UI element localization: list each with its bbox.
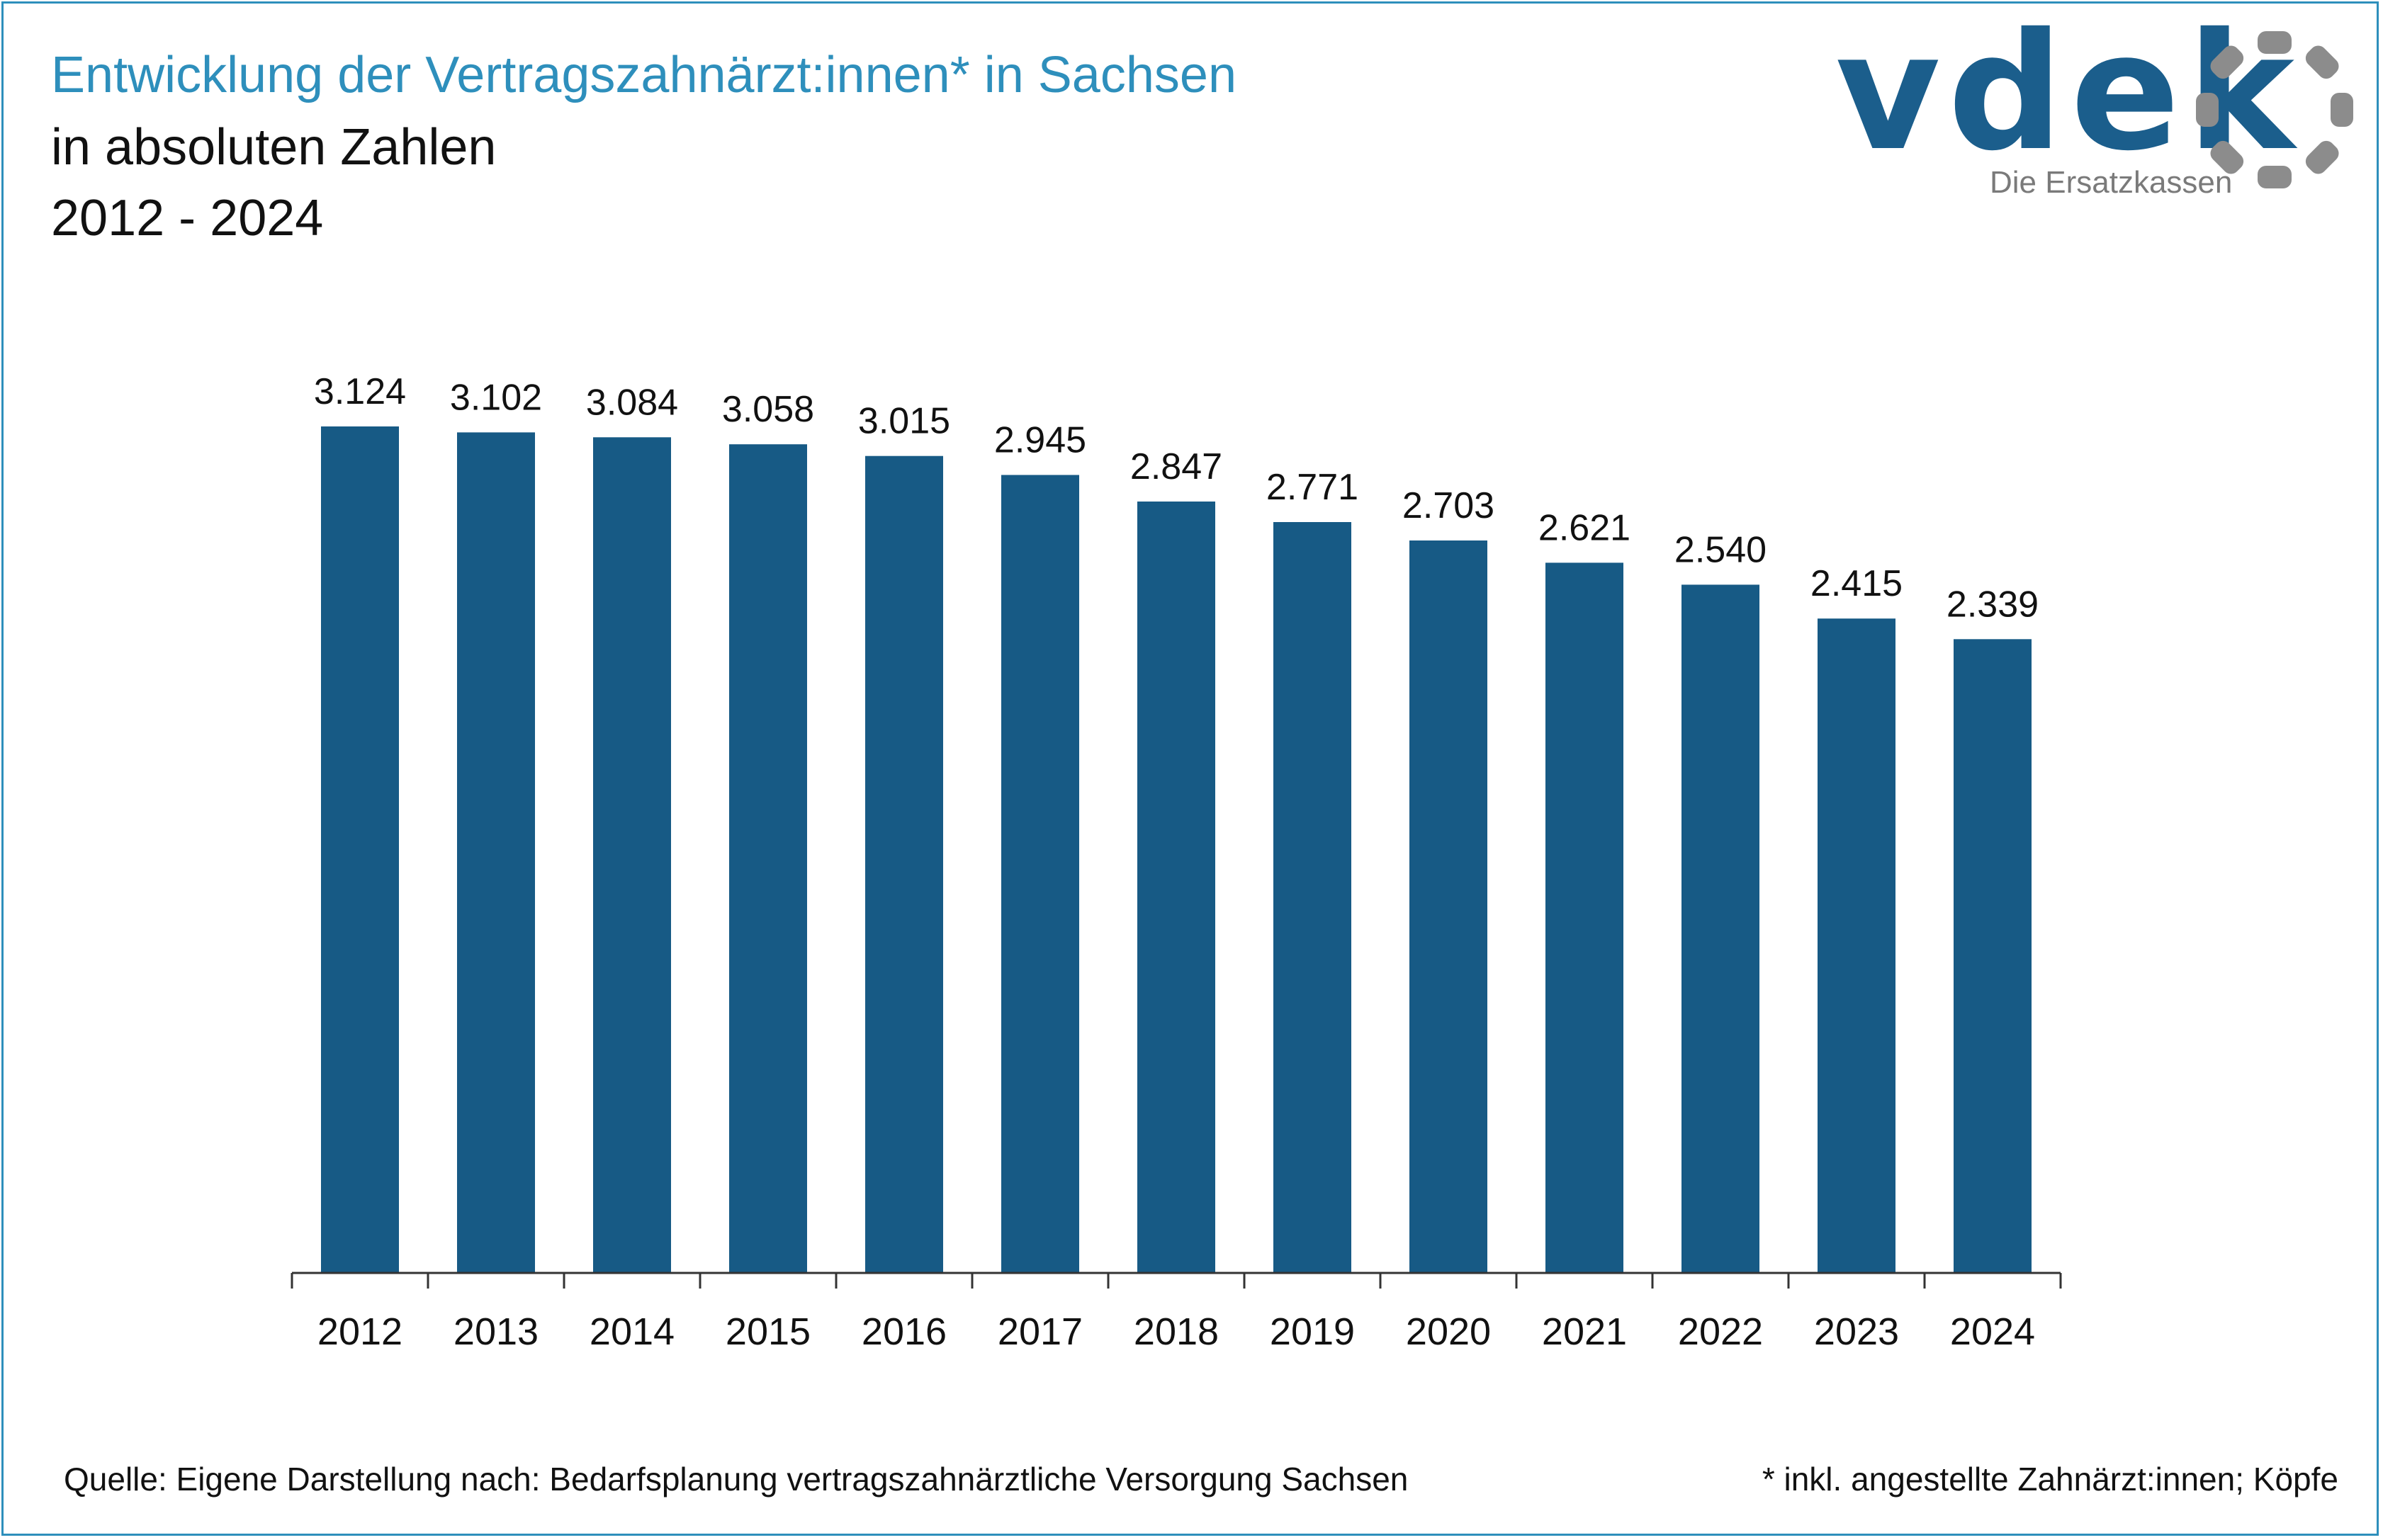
bar-2019 xyxy=(1273,522,1351,1273)
bar-2018 xyxy=(1137,502,1215,1273)
x-tick-label-2017: 2017 xyxy=(998,1310,1083,1353)
footnote: * inkl. angestellte Zahnärzt:innen; Köpf… xyxy=(1762,1461,2338,1497)
value-label-2014: 3.084 xyxy=(586,382,678,423)
value-label-2024: 2.339 xyxy=(1947,584,2039,625)
logo-ring-segment xyxy=(2331,93,2353,127)
value-labels-group: 3.124 3.102 3.084 3.058 3.015 2.945 2.847 2.771… xyxy=(314,371,2039,625)
logo-ring-segment xyxy=(2210,140,2244,174)
value-label-2020: 2.703 xyxy=(1402,485,1494,526)
vdek-logo: vdek Die Ersatzkassen xyxy=(1828,7,2367,205)
logo-tagline: Die Ersatzkassen xyxy=(1990,165,2233,200)
chart-period: 2012 - 2024 xyxy=(51,190,324,247)
bar-2013 xyxy=(457,432,535,1273)
x-tick-label-2022: 2022 xyxy=(1678,1310,1763,1353)
bar-2012 xyxy=(321,426,399,1273)
x-tick-label-2013: 2013 xyxy=(453,1310,539,1353)
x-tick-label-2012: 2012 xyxy=(317,1310,402,1353)
bars-group xyxy=(321,426,2032,1274)
bar-2023 xyxy=(1818,618,1895,1273)
x-tick-label-2023: 2023 xyxy=(1814,1310,1899,1353)
x-tick-labels-group: 2012 2013 2014 2015 2016 2017 2018 2019 2020 2021… xyxy=(317,1310,2035,1353)
bar-2020 xyxy=(1409,540,1487,1273)
chart-subtitle: in absoluten Zahlen xyxy=(51,119,497,176)
value-label-2018: 2.847 xyxy=(1130,446,1222,487)
x-axis xyxy=(291,1272,2062,1289)
value-label-2017: 2.945 xyxy=(994,420,1086,461)
logo-ring-icon xyxy=(2196,31,2353,188)
value-label-2015: 3.058 xyxy=(722,389,814,430)
logo-ring-segment xyxy=(2196,93,2219,127)
x-tick-label-2019: 2019 xyxy=(1270,1310,1355,1353)
bar-2014 xyxy=(593,437,671,1273)
bar-2017 xyxy=(1001,475,1079,1273)
bar-2024 xyxy=(1954,639,2032,1273)
value-label-2016: 3.015 xyxy=(858,401,950,442)
logo-ring-segment xyxy=(2305,45,2339,79)
value-label-2019: 2.771 xyxy=(1266,467,1358,508)
bar-2021 xyxy=(1545,562,1623,1273)
logo-ring-segment xyxy=(2210,45,2244,79)
logo-ring-segment xyxy=(2305,140,2339,174)
x-tick-label-2015: 2015 xyxy=(726,1310,811,1353)
value-label-2023: 2.415 xyxy=(1810,563,1903,604)
x-tick-label-2024: 2024 xyxy=(1950,1310,2035,1353)
bar-2022 xyxy=(1681,584,1759,1273)
value-label-2022: 2.540 xyxy=(1674,529,1767,570)
value-label-2013: 3.102 xyxy=(450,377,542,418)
logo-ring-segment xyxy=(2258,166,2292,188)
value-label-2021: 2.621 xyxy=(1538,507,1630,548)
x-tick-label-2020: 2020 xyxy=(1406,1310,1491,1353)
logo-ring-segment xyxy=(2258,31,2292,54)
x-tick-label-2018: 2018 xyxy=(1134,1310,1219,1353)
bar-2016 xyxy=(865,455,943,1274)
x-tick-label-2021: 2021 xyxy=(1542,1310,1627,1353)
bar-2015 xyxy=(729,444,807,1274)
x-tick-label-2014: 2014 xyxy=(590,1310,675,1353)
x-tick-label-2016: 2016 xyxy=(862,1310,947,1353)
chart-title: Entwicklung der Vertragszahnärzt:innen* … xyxy=(51,47,1236,103)
value-label-2012: 3.124 xyxy=(314,371,406,412)
source-note: Quelle: Eigene Darstellung nach: Bedarfs… xyxy=(64,1461,1409,1497)
